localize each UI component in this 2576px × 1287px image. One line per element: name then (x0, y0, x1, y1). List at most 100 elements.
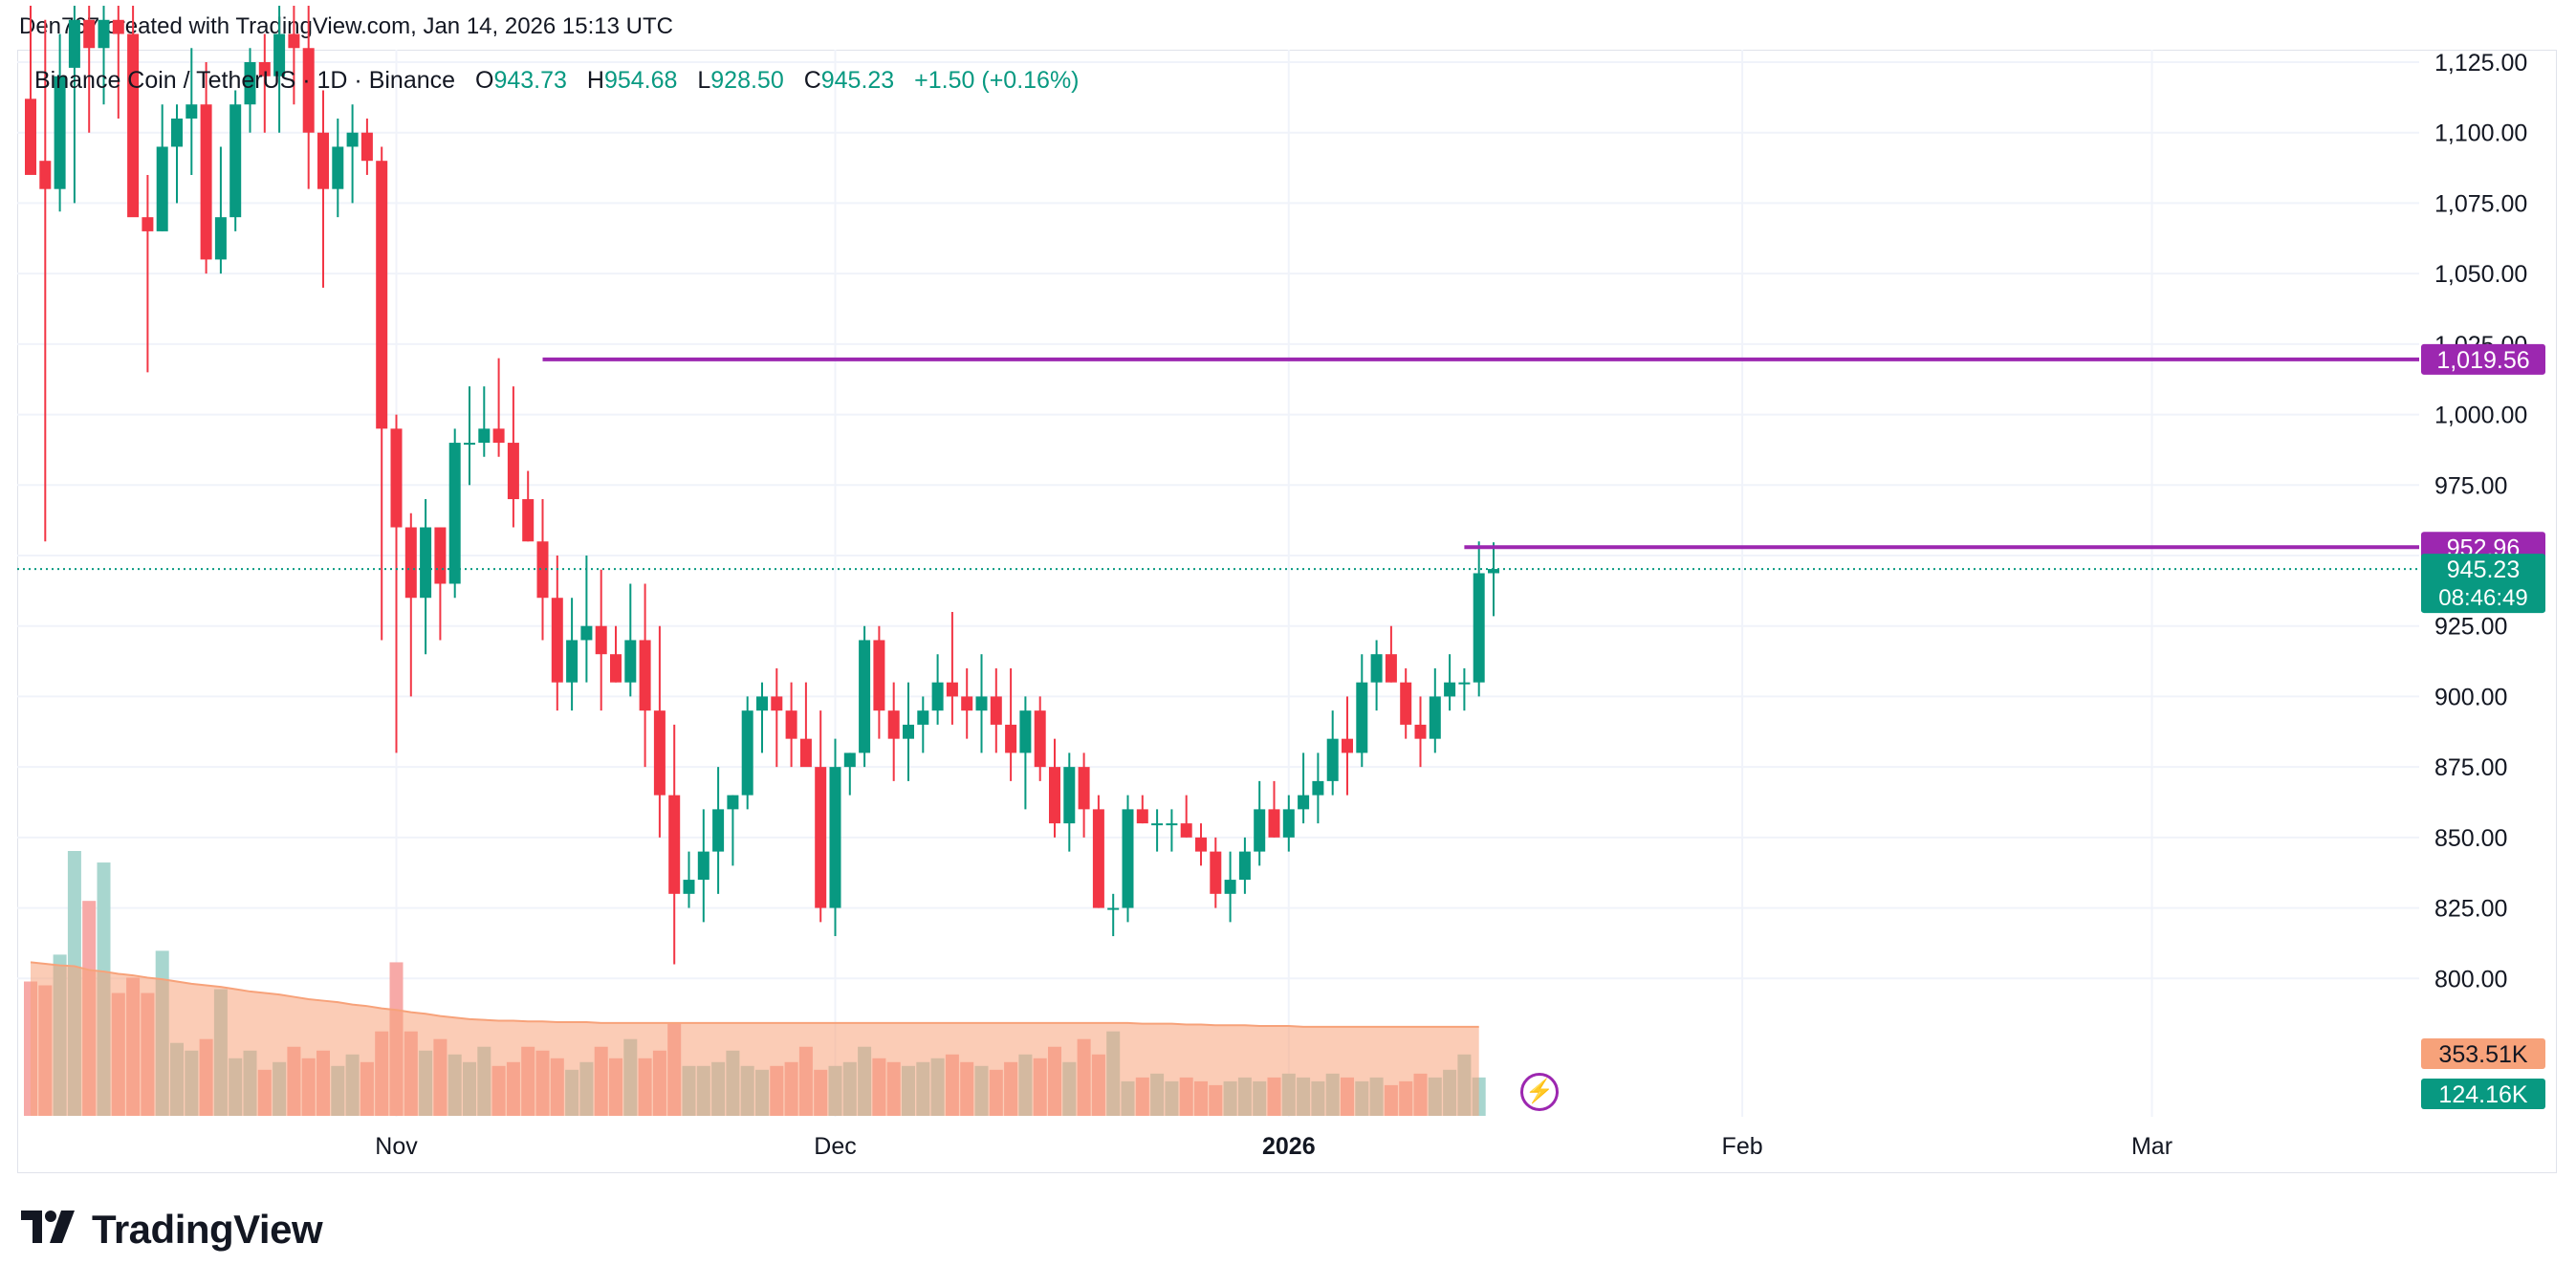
time-tick-label: Mar (2131, 1133, 2172, 1160)
candle-body (1151, 823, 1164, 826)
candle-body (186, 104, 198, 119)
candle-body (244, 62, 256, 105)
volume-ma-layer (30, 961, 1479, 1116)
candle-body (859, 640, 871, 753)
volume-ma-tag (2421, 1038, 2545, 1069)
candle-body (1429, 696, 1441, 739)
candle-body (258, 62, 271, 76)
candle-body (931, 682, 944, 711)
price-tick-label: 1,100.00 (2434, 120, 2527, 147)
candle-body (843, 753, 856, 768)
volume-label: 124.16K (2438, 1081, 2527, 1108)
candle-body (54, 76, 66, 189)
candle-body (1092, 809, 1104, 908)
candle-body (464, 443, 475, 446)
candle-body (1180, 823, 1192, 838)
candle-body (1063, 767, 1076, 824)
candle-body (317, 132, 329, 189)
level-price-tag (2421, 343, 2545, 375)
price-tick-label: 800.00 (2434, 966, 2507, 993)
candle-body (1107, 907, 1120, 910)
candle-body (376, 161, 388, 429)
price-tick-label: 875.00 (2434, 754, 2507, 781)
last-price-label: 945.23 (2447, 556, 2520, 583)
price-tick-label: 825.00 (2434, 896, 2507, 923)
candle-body (799, 738, 812, 768)
candles-layer (25, 6, 1499, 965)
candle-body (1078, 767, 1090, 810)
price-tick-label: 1,000.00 (2434, 403, 2527, 429)
candle-body (273, 33, 286, 76)
candle-body (566, 640, 579, 683)
candle-body (756, 696, 768, 711)
candle-body (156, 146, 168, 231)
candle-body (1444, 682, 1456, 697)
price-axis: 800.00825.00850.00875.00900.00925.00950.… (2421, 50, 2545, 1109)
level-price-label: 1,019.56 (2436, 347, 2529, 374)
volume-tag (2421, 1079, 2545, 1109)
price-tick-label: 1,075.00 (2434, 190, 2527, 217)
candle-body (171, 118, 183, 147)
candle-body (1254, 809, 1266, 852)
candle-body (653, 710, 666, 796)
candle-body (1488, 569, 1499, 574)
candle-body (536, 541, 549, 599)
time-tick-label: Feb (1722, 1133, 1763, 1160)
candle-body (1298, 795, 1310, 810)
candle-body (112, 19, 124, 34)
candle-body (332, 146, 344, 189)
volume-ma-label: 353.51K (2438, 1041, 2527, 1068)
candle-body (639, 640, 651, 711)
price-tick-label: 850.00 (2434, 825, 2507, 852)
candle-body (1019, 710, 1032, 753)
grid-layer (17, 50, 2419, 1117)
candle-body (771, 696, 783, 711)
candle-body (200, 104, 212, 260)
symbol-name: Binance Coin / TetherUS · 1D · Binance (34, 67, 456, 94)
candle-body (975, 696, 988, 711)
candle-body (1385, 654, 1397, 683)
high-value: 954.68 (603, 67, 678, 94)
candle-body (697, 851, 709, 881)
candle-body (1049, 767, 1060, 824)
candle-body (610, 654, 622, 683)
candle-body (727, 795, 739, 810)
candle-body (25, 98, 36, 175)
candle-body (580, 625, 593, 641)
candle-body (917, 710, 929, 725)
candle-body (1136, 809, 1148, 824)
candle-body (873, 640, 885, 711)
candle-body (961, 696, 973, 711)
price-tick-label: 1,125.00 (2434, 50, 2527, 76)
time-tick-label: 2026 (1262, 1133, 1316, 1160)
close-value: 945.23 (820, 67, 895, 94)
high-label: H (586, 67, 604, 94)
candle-body (1370, 654, 1383, 683)
candle-body (1210, 851, 1222, 894)
candle-body (346, 132, 359, 147)
candle-body (1458, 682, 1471, 685)
candle-body (1034, 710, 1046, 768)
candle-body (815, 767, 827, 908)
change-value: +1.50 (+0.16%) (914, 67, 1080, 94)
candle-body (1473, 573, 1485, 683)
tradingview-brand: TradingView (21, 1207, 323, 1253)
candle-body (903, 724, 914, 739)
volume-ma-area (31, 962, 1479, 1116)
close-label: C (803, 67, 821, 94)
candle-body (448, 443, 461, 584)
open-label: O (475, 67, 494, 94)
candle-body (946, 682, 958, 697)
candle-body (142, 217, 154, 231)
candle-body (624, 640, 637, 683)
candle-body (39, 161, 52, 189)
candle-body (1224, 880, 1236, 894)
candle-body (1414, 724, 1427, 739)
lightning-icon[interactable]: ⚡ (1520, 1073, 1559, 1111)
candle-body (478, 428, 491, 444)
volume-ma-line (30, 961, 1479, 1028)
symbol-legend[interactable]: Binance Coin / TetherUS · 1D · Binance O… (34, 67, 1080, 95)
candle-body (420, 527, 432, 599)
candle-body (1005, 724, 1017, 753)
